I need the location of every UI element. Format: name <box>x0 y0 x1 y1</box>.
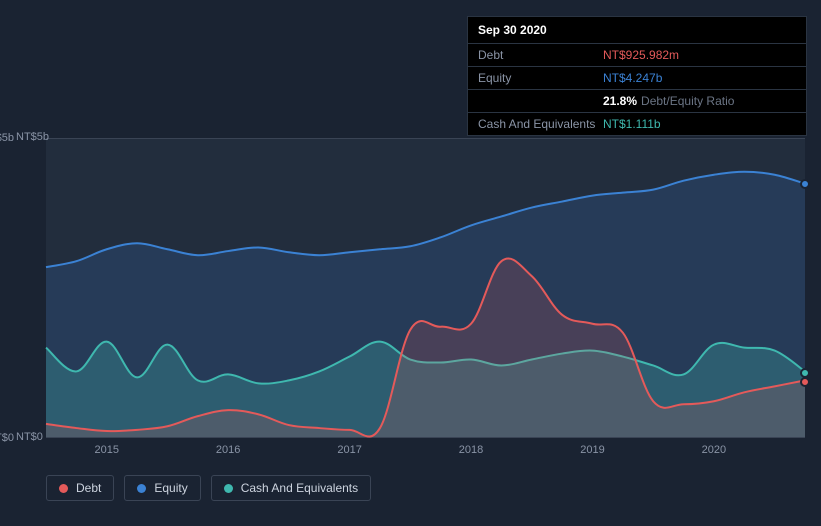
x-axis-tick: 2017 <box>337 444 361 456</box>
equity-legend-dot <box>137 484 146 493</box>
tooltip-value: NT$925.982m <box>603 48 679 62</box>
x-axis-tick: 2019 <box>580 444 604 456</box>
cash-legend-dot <box>224 484 233 493</box>
tooltip-label: Equity <box>478 71 603 85</box>
tooltip-value: NT$4.247b <box>603 71 662 85</box>
chart-tooltip: Sep 30 2020 DebtNT$925.982mEquityNT$4.24… <box>467 16 807 136</box>
legend-label: Equity <box>154 481 187 495</box>
legend-item-debt[interactable]: Debt <box>46 475 114 501</box>
y-axis-label: NT$0 <box>0 432 14 444</box>
tooltip-label: Debt <box>478 48 603 62</box>
tooltip-label <box>478 94 603 108</box>
tooltip-value: 21.8%Debt/Equity Ratio <box>603 94 734 108</box>
tooltip-row: 21.8%Debt/Equity Ratio <box>468 90 806 113</box>
legend-item-cash[interactable]: Cash And Equivalents <box>211 475 371 501</box>
x-axis-tick: 2018 <box>459 444 483 456</box>
debt-marker <box>800 377 810 387</box>
chart-legend: Debt Equity Cash And Equivalents <box>46 475 371 501</box>
equity-marker <box>800 179 810 189</box>
x-axis-tick: 2020 <box>702 444 726 456</box>
legend-label: Debt <box>76 481 101 495</box>
chart-plot-area[interactable] <box>46 138 805 438</box>
tooltip-date: Sep 30 2020 <box>468 17 806 44</box>
x-axis: 2015 2016 2017 2018 2019 2020 <box>46 440 805 460</box>
tooltip-row: EquityNT$4.247b <box>468 67 806 90</box>
x-axis-tick: 2016 <box>216 444 240 456</box>
debt-legend-dot <box>59 484 68 493</box>
tooltip-label: Cash And Equivalents <box>478 117 603 131</box>
tooltip-row: Cash And EquivalentsNT$1.111b <box>468 113 806 135</box>
y-axis-label: NT$5b <box>0 132 14 144</box>
legend-label: Cash And Equivalents <box>241 481 358 495</box>
y-axis-label: NT$5b <box>16 131 49 143</box>
tooltip-value: NT$1.111b <box>603 117 661 131</box>
y-axis-label: NT$0 <box>16 431 43 443</box>
x-axis-tick: 2015 <box>94 444 118 456</box>
legend-item-equity[interactable]: Equity <box>124 475 200 501</box>
tooltip-row: DebtNT$925.982m <box>468 44 806 67</box>
